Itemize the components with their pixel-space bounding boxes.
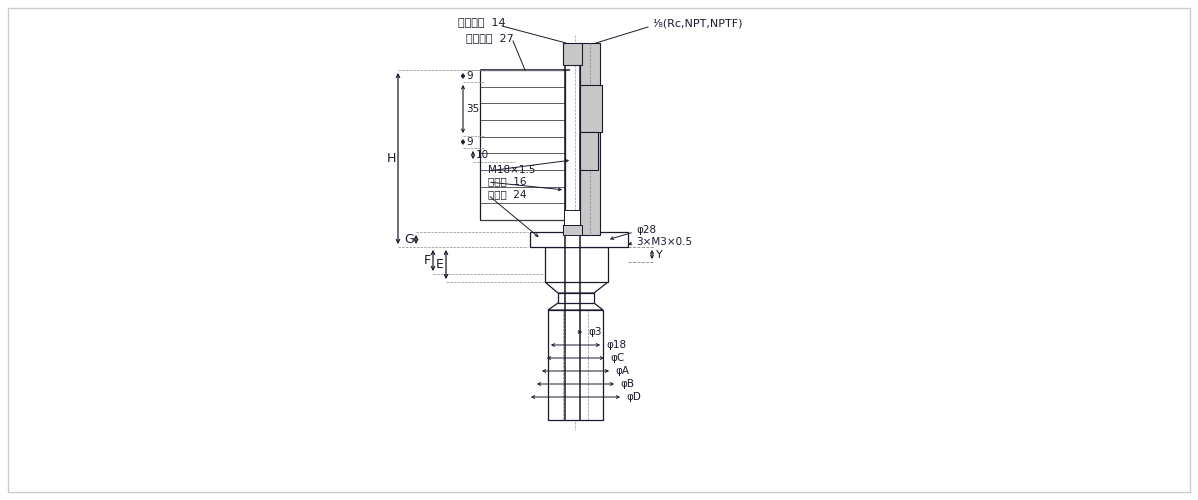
Text: 六觓対辺  14: 六觓対辺 14	[458, 17, 506, 27]
Bar	[547, 310, 603, 420]
Text: φ18: φ18	[606, 340, 627, 350]
Text: φC: φC	[610, 353, 624, 363]
Bar	[530, 232, 628, 247]
Bar	[564, 210, 580, 225]
Text: 9: 9	[466, 71, 473, 81]
Text: 二面幅  16: 二面幅 16	[488, 176, 526, 186]
Text: 3×M3×0.5: 3×M3×0.5	[636, 237, 692, 247]
Text: 35: 35	[466, 104, 479, 114]
Bar	[565, 232, 580, 247]
Bar	[563, 225, 582, 235]
Text: φA: φA	[615, 366, 629, 376]
Text: 二面幅  24: 二面幅 24	[488, 189, 526, 199]
Text: G: G	[404, 233, 413, 246]
Bar	[563, 43, 582, 65]
Bar	[558, 293, 594, 303]
Bar	[480, 70, 565, 220]
Text: 9: 9	[466, 137, 473, 147]
Text: 10: 10	[476, 150, 489, 160]
Text: φ3: φ3	[588, 327, 601, 337]
Text: φB: φB	[621, 379, 634, 389]
Text: M18×1.5: M18×1.5	[488, 165, 536, 175]
Text: ¹⁄₈(Rc,NPT,NPTF): ¹⁄₈(Rc,NPT,NPTF)	[652, 19, 743, 29]
Text: φ28: φ28	[636, 225, 657, 235]
Bar	[580, 85, 603, 132]
Text: F: F	[423, 254, 430, 267]
Text: φD: φD	[627, 392, 641, 402]
Polygon shape	[545, 282, 609, 293]
Bar	[580, 132, 598, 170]
Text: E: E	[436, 258, 444, 271]
Bar	[580, 43, 600, 235]
Text: H: H	[386, 152, 395, 165]
Text: 六觓対辺  27: 六觓対辺 27	[466, 33, 514, 43]
Bar	[545, 247, 609, 282]
Polygon shape	[547, 303, 603, 310]
Text: Y: Y	[657, 250, 662, 260]
